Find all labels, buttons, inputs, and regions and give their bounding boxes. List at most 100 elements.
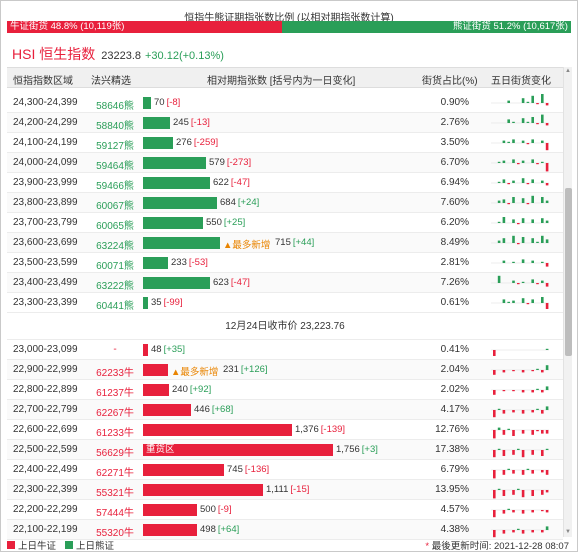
sparkline-bar bbox=[531, 219, 534, 223]
table-row[interactable]: 23,900-23,999 59466熊 622 [-47] 6.94% bbox=[7, 173, 563, 193]
table-row[interactable]: 22,800-22,899 61237牛 240 [+92] 2.02% bbox=[7, 380, 563, 400]
row-pick-code[interactable]: 55320牛 bbox=[96, 528, 134, 539]
contracts-change: [-13] bbox=[190, 117, 210, 128]
row-pick-code[interactable]: 60071熊 bbox=[96, 261, 134, 272]
row-range: 22,600-22,699 bbox=[13, 424, 78, 435]
row-pick-code[interactable]: 62271牛 bbox=[96, 468, 134, 479]
scroll-up-arrow-icon[interactable]: ▲ bbox=[565, 68, 571, 74]
table-row[interactable]: 23,700-23,799 60065熊 550 [+25] 6.20% bbox=[7, 213, 563, 233]
row-pick-code[interactable]: 59466熊 bbox=[96, 181, 134, 192]
table-row[interactable]: 24,100-24,199 59127熊 276 [-259] 3.50% bbox=[7, 133, 563, 153]
sparkline-bar bbox=[521, 370, 525, 373]
sparkline-bar bbox=[493, 510, 496, 518]
sparkline-bar bbox=[502, 430, 506, 435]
row-pick-code[interactable]: 63222熊 bbox=[96, 281, 134, 292]
table-row[interactable]: 23,800-23,899 60067熊 684 [+24] 7.60% bbox=[7, 193, 563, 213]
most-added-badge: ▲最多新增 bbox=[171, 367, 219, 378]
table-row[interactable]: 23,000-23,099 - 48 [+35] 0.41% bbox=[7, 340, 563, 360]
contracts-value: 240 [+92] bbox=[172, 384, 211, 395]
sparkline-bar bbox=[497, 275, 501, 283]
row-range: 23,900-23,999 bbox=[13, 177, 78, 188]
sparkline-bar bbox=[512, 139, 515, 143]
contracts-number: 500 bbox=[200, 504, 216, 515]
sparkline-bar bbox=[531, 299, 534, 303]
table-scrollbar[interactable]: ▲ ▼ bbox=[563, 67, 572, 537]
table-row[interactable]: 22,600-22,699 61233牛 1,376 [-139] 12.76% bbox=[7, 420, 563, 440]
contracts-number: 233 bbox=[171, 257, 187, 268]
row-pick-code[interactable]: 55321牛 bbox=[96, 488, 134, 499]
legend-bull: 上日牛证 bbox=[7, 538, 56, 552]
row-pick-code[interactable]: 63224熊 bbox=[96, 241, 134, 252]
row-share: 6.79% bbox=[440, 464, 469, 475]
row-range: 23,800-23,899 bbox=[13, 197, 78, 208]
scroll-down-arrow-icon[interactable]: ▼ bbox=[565, 529, 571, 535]
sparkline-bar bbox=[512, 235, 515, 243]
table-row[interactable]: 22,400-22,499 62271牛 745 [-136] 6.79% bbox=[7, 460, 563, 480]
table-row[interactable]: 22,500-22,599 56629牛 重货区 1,756 [+3] 17.38% bbox=[7, 440, 563, 460]
row-pick-code[interactable]: 58840熊 bbox=[96, 121, 134, 132]
table-row[interactable]: 23,600-23,699 63224熊 ▲最多新增 715 [+44] 8.49% bbox=[7, 233, 563, 253]
row-pick-code[interactable]: 59464熊 bbox=[96, 161, 134, 172]
table-row[interactable]: 23,300-23,399 60441熊 35 [-99] 0.61% bbox=[7, 293, 563, 313]
contracts-change: [-8] bbox=[166, 97, 181, 108]
sparkline-bar bbox=[493, 370, 496, 375]
five-day-sparkline bbox=[491, 406, 549, 418]
contracts-value: 276 [-259] bbox=[176, 137, 218, 148]
sparkline-bar bbox=[531, 470, 534, 474]
sparkline-bar bbox=[502, 260, 506, 263]
scroll-thumb[interactable] bbox=[565, 188, 572, 356]
sparkline-bar bbox=[531, 410, 534, 413]
row-range: 24,200-24,299 bbox=[13, 117, 78, 128]
table-row[interactable]: 24,300-24,399 58646熊 70 [-8] 0.90% bbox=[7, 93, 563, 113]
row-pick-code[interactable]: 56629牛 bbox=[96, 448, 134, 459]
sparkline-bar bbox=[521, 218, 525, 223]
sparkline-bar bbox=[545, 510, 549, 513]
table-row[interactable]: 23,500-23,599 60071熊 233 [-53] 2.81% bbox=[7, 253, 563, 273]
table-row[interactable]: 22,300-22,399 55321牛 1,111 [-15] 13.95% bbox=[7, 480, 563, 500]
row-pick-code[interactable]: 60067熊 bbox=[96, 201, 134, 212]
table-row[interactable]: 22,200-22,299 57444牛 500 [-9] 4.57% bbox=[7, 500, 563, 520]
contracts-change: [-139] bbox=[320, 424, 346, 435]
sparkline-bar bbox=[502, 390, 506, 392]
contracts-bar bbox=[143, 504, 197, 516]
table-row[interactable]: 24,000-24,099 59464熊 579 [-273] 6.70% bbox=[7, 153, 563, 173]
table-row[interactable]: 23,400-23,499 63222熊 623 [-47] 7.26% bbox=[7, 273, 563, 293]
contracts-bar bbox=[143, 277, 210, 289]
sparkline-bar bbox=[521, 510, 525, 514]
sparkline-bar bbox=[502, 470, 506, 475]
row-pick-code[interactable]: 60065熊 bbox=[96, 221, 134, 232]
col-range-header: 恒指指数区域 bbox=[13, 76, 73, 87]
contracts-change: [-53] bbox=[188, 257, 208, 268]
five-day-sparkline bbox=[491, 259, 549, 267]
row-pick-code[interactable]: 57444牛 bbox=[96, 508, 134, 519]
col-share-header: 街货占比(%) bbox=[422, 76, 478, 87]
row-pick-code[interactable]: 58646熊 bbox=[96, 101, 134, 112]
sparkline-bar bbox=[507, 119, 510, 123]
table-row[interactable]: 22,700-22,799 62267牛 446 [+68] 4.17% bbox=[7, 400, 563, 420]
row-range: 23,000-23,099 bbox=[13, 344, 78, 355]
index-change: +30.12(+0.13%) bbox=[145, 50, 224, 62]
sparkline-bar bbox=[541, 197, 544, 203]
contracts-bar bbox=[143, 237, 220, 249]
sparkline-bar bbox=[545, 263, 549, 267]
sparkline-bar bbox=[493, 490, 496, 499]
table-row[interactable]: 22,900-22,999 62233牛 ▲最多新增 231 [+126] 2.04% bbox=[7, 360, 563, 380]
sparkline-bar bbox=[536, 368, 539, 370]
row-pick-code[interactable]: 61237牛 bbox=[96, 388, 134, 399]
contracts-bar bbox=[143, 97, 151, 109]
table-row[interactable]: 24,200-24,299 58840熊 245 [-13] 2.76% bbox=[7, 113, 563, 133]
contracts-bar bbox=[143, 344, 148, 356]
sparkline-bar bbox=[521, 410, 525, 414]
row-pick-code[interactable]: 59127熊 bbox=[96, 141, 134, 152]
row-pick-code[interactable]: 61233牛 bbox=[96, 428, 134, 439]
contracts-bar bbox=[143, 197, 217, 209]
table-row[interactable]: 22,100-22,199 55320牛 498 [+64] 4.38% bbox=[7, 520, 563, 540]
row-pick-code[interactable]: 60441熊 bbox=[96, 301, 134, 312]
row-pick-code[interactable]: 62233牛 bbox=[96, 368, 134, 379]
sparkline-bar bbox=[521, 198, 525, 203]
contracts-number: 1,111 bbox=[266, 484, 289, 495]
sparkline-bar bbox=[493, 470, 496, 479]
sparkline-bar bbox=[502, 238, 506, 243]
sparkline-bar bbox=[507, 100, 510, 103]
row-pick-code[interactable]: 62267牛 bbox=[96, 408, 134, 419]
